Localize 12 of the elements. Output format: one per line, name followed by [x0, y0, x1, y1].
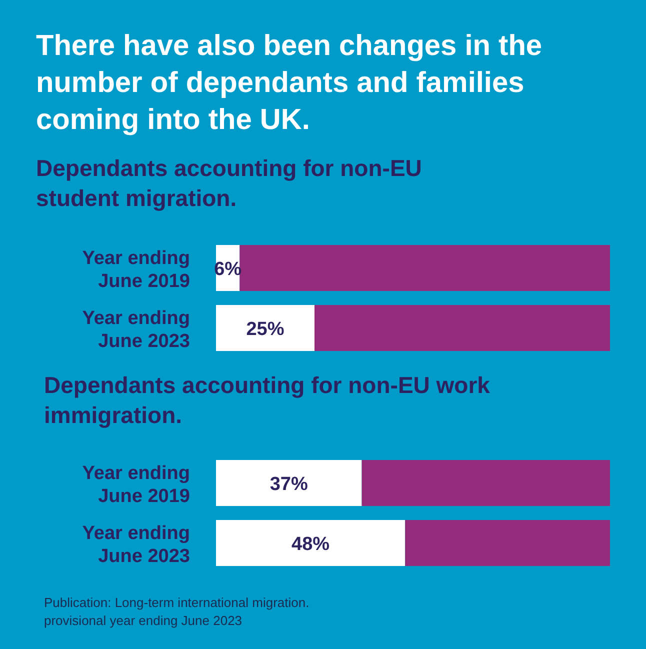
y-tick-label: Year ending June 2019	[82, 463, 190, 507]
data-label: 37%	[270, 474, 308, 495]
data-label: 48%	[292, 534, 330, 555]
y-tick-label: Year ending June 2023	[82, 308, 190, 352]
text: Publication: Long-term international migration.	[44, 594, 310, 612]
data-label: 25%	[246, 319, 284, 340]
y-tick-label: Year ending June 2023	[82, 523, 190, 567]
y-tick-label: Year ending June 2019	[82, 248, 190, 292]
text: provisional year ending June 2023	[44, 612, 244, 630]
chart-title: There have also been changes in the number of dependants and families coming into the UK.	[36, 29, 544, 138]
chart-title: Dependants accounting for non-EU work immigration.	[44, 371, 491, 430]
chart-subtitle: Dependants accounting for non-EU student migration.	[36, 154, 423, 213]
